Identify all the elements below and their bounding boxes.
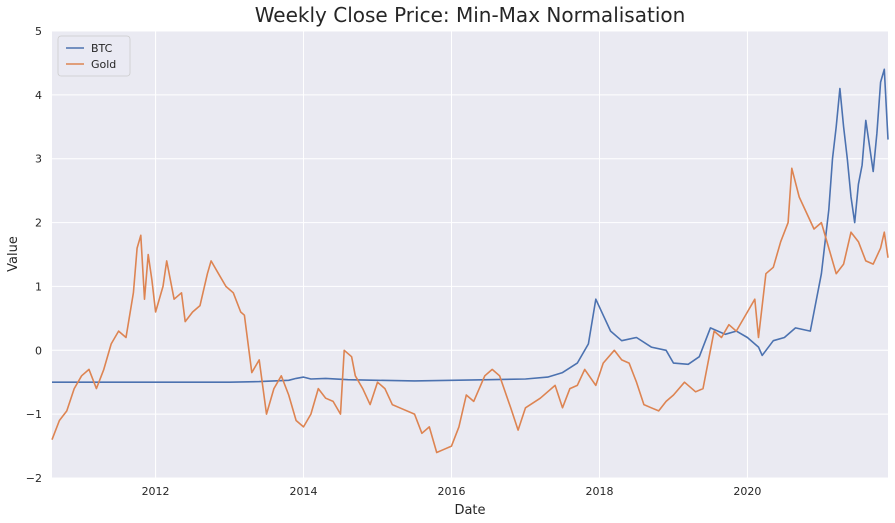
x-tick-label: 2012: [142, 485, 170, 498]
x-tick-label: 2020: [733, 485, 761, 498]
x-tick-label: 2014: [290, 485, 318, 498]
y-axis-label: Value: [6, 236, 21, 272]
y-tick-label: 3: [35, 153, 42, 166]
legend: BTC Gold: [58, 36, 130, 76]
legend-label-btc: BTC: [91, 42, 113, 55]
y-tick-label: 2: [35, 217, 42, 230]
y-tick-label: 1: [35, 280, 42, 293]
x-tick-label: 2018: [585, 485, 613, 498]
y-tick-label: 0: [35, 344, 42, 357]
chart-title: Weekly Close Price: Min-Max Normalisatio…: [255, 3, 686, 27]
y-tick-label: 5: [35, 25, 42, 38]
plot-area: [52, 31, 888, 478]
x-axis-label: Date: [454, 503, 485, 518]
y-tick-label: −1: [26, 408, 42, 421]
x-tick-label: 2016: [438, 485, 466, 498]
y-tick-label: −2: [26, 472, 42, 485]
y-tick-label: 4: [35, 89, 42, 102]
legend-label-gold: Gold: [91, 58, 116, 71]
